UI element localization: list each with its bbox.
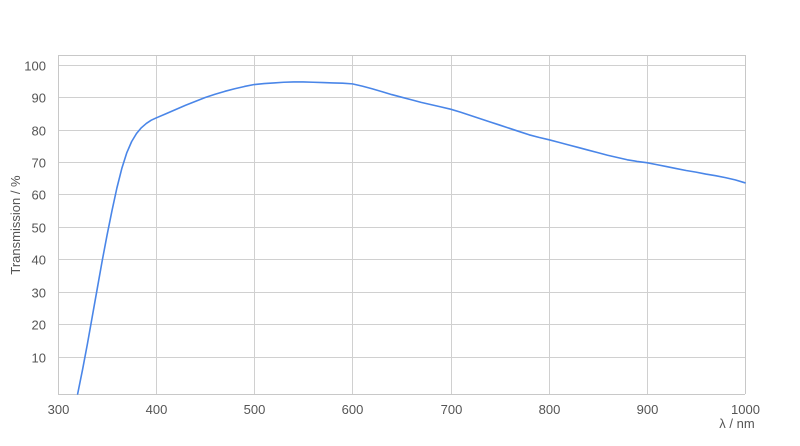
x-tick-label: 400	[146, 402, 168, 417]
x-tick-label: 300	[48, 402, 70, 417]
y-tick-label: 10	[32, 351, 46, 366]
y-axis-tick-labels: 10 20 30 40 50 60 70 80 90 100	[24, 59, 46, 366]
x-axis-tick-labels: 300 400 500 600 700 800 900 1000	[48, 402, 760, 417]
x-tick-label: 600	[342, 402, 364, 417]
y-tick-label: 50	[32, 221, 46, 236]
plot-frame	[58, 55, 746, 395]
y-tick-label: 40	[32, 253, 46, 268]
x-tick-label: 700	[441, 402, 463, 417]
x-tick-label: 500	[244, 402, 266, 417]
y-tick-label: 100	[24, 59, 46, 74]
data-series-lines	[76, 81, 746, 395]
x-tick-label: 800	[539, 402, 561, 417]
x-tick-label: 1000	[731, 402, 760, 417]
y-axis-title: Transmission / %	[8, 175, 23, 275]
y-tick-label: 80	[32, 124, 46, 139]
grid-lines	[58, 55, 745, 394]
y-tick-label: 30	[32, 286, 46, 301]
y-tick-label: 90	[32, 91, 46, 106]
series-line-0	[76, 81, 746, 395]
y-tick-label: 60	[32, 188, 46, 203]
y-tick-label: 70	[32, 156, 46, 171]
y-tick-label: 20	[32, 318, 46, 333]
x-axis-title: λ / nm	[719, 416, 754, 431]
x-tick-label: 900	[637, 402, 659, 417]
